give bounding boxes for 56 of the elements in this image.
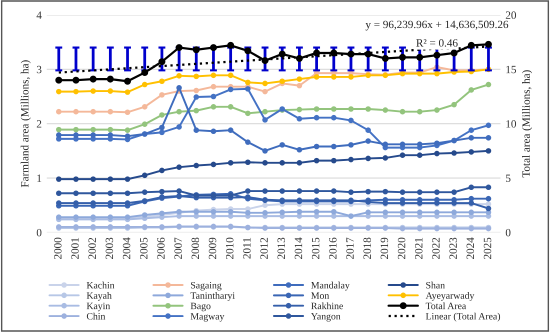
annotation: y = 96,239.96x + 14,636,509.26	[366, 20, 508, 30]
y-axis-title: Farmland area (Millions, ha)	[20, 60, 31, 188]
x-tick-label: 2024	[466, 237, 474, 259]
y-tick-label: 2	[36, 120, 42, 128]
legend-label: Linear (Total Area)	[426, 312, 500, 322]
legend-label: Ayeyarwady	[426, 292, 474, 301]
x-tick-label: 2013	[278, 238, 285, 259]
legend-label: Yangon	[310, 313, 341, 322]
legend-label: Mandalay	[311, 282, 350, 291]
x-tick-label: 2008	[192, 238, 200, 259]
x-tick-label: 2016	[329, 238, 337, 259]
legend-label: Shan	[426, 282, 445, 289]
legend-label: Kachin	[86, 282, 114, 289]
y2-tick-label: 10	[506, 120, 516, 128]
x-tick-label: 2012	[260, 238, 268, 259]
x-tick-label: 2010	[226, 238, 234, 259]
x-tick-label: 2025	[484, 238, 492, 259]
x-tick-label: 2014	[294, 237, 302, 259]
y-tick-label: 0	[36, 228, 42, 236]
x-tick-label: 2001	[71, 238, 79, 259]
x-tick-label: 2023	[449, 238, 457, 259]
x-tick-label: 2021	[415, 238, 422, 259]
x-tick-label: 2004	[122, 237, 130, 259]
legend-label: Magway	[190, 313, 224, 322]
y-tick-label: 3	[36, 66, 42, 74]
x-tick-label: 2015	[312, 238, 320, 259]
y-tick-label: 4	[36, 11, 42, 19]
x-tick-label: 2006	[157, 238, 165, 259]
x-tick-label: 2005	[140, 238, 148, 259]
legend-label: Tanintharyi	[190, 292, 235, 301]
legend-label: Total Area	[426, 302, 466, 310]
y2-tick-label: 20	[506, 11, 516, 19]
legend-label: Chin	[86, 312, 106, 320]
legend-label: Rakhine	[311, 302, 343, 310]
legend-label: Kayin	[86, 302, 110, 312]
legend-label: Mon	[311, 292, 330, 299]
x-tick-label: 2019	[380, 238, 388, 259]
x-tick-label: 2017	[346, 238, 354, 259]
x-tick-label: 2018	[363, 238, 371, 259]
legend-label: Sagaing	[191, 282, 222, 291]
y2-axis-title: Total area (Millions, ha)	[522, 70, 532, 178]
x-tick-label: 2007	[174, 238, 182, 259]
y-tick-label: 1	[37, 174, 42, 182]
x-tick-label: 2003	[106, 238, 114, 259]
legend-label: Bago	[190, 302, 211, 312]
x-tick-label: 2009	[208, 238, 216, 259]
x-tick-label: 2022	[432, 238, 440, 259]
x-tick-label: 2020	[398, 238, 406, 259]
y2-tick-label: 0	[506, 228, 510, 236]
y2-tick-label: 5	[506, 174, 510, 182]
x-tick-label: 2002	[88, 238, 96, 259]
x-tick-label: 2000	[54, 238, 62, 259]
annotation: R² = 0.46	[416, 39, 458, 47]
x-tick-label: 2011	[243, 238, 251, 259]
y2-tick-label: 15	[506, 66, 516, 74]
legend-label: Kayah	[86, 292, 112, 301]
